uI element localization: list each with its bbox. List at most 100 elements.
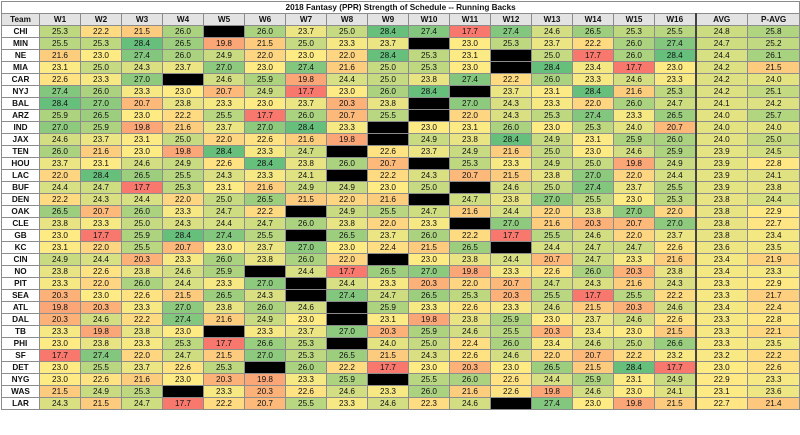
week-value-cell[interactable]: 23.0 (285, 313, 327, 326)
week-value-cell[interactable]: 25.0 (408, 181, 450, 194)
week-value-cell[interactable]: 22.6 (654, 313, 696, 326)
week-value-cell[interactable]: 23.3 (326, 121, 368, 134)
week-value-cell[interactable]: 22.2 (80, 25, 122, 38)
week-value-cell[interactable]: 27.0 (326, 325, 368, 338)
week-value-cell[interactable]: 20.3 (408, 277, 450, 290)
p-avg-cell[interactable]: 22.2 (746, 349, 800, 362)
week-value-cell[interactable]: 26.5 (531, 361, 573, 374)
week-value-cell[interactable]: 22.6 (244, 133, 286, 146)
week-value-cell[interactable]: 24.7 (80, 181, 122, 194)
week-value-cell[interactable]: 20.7 (80, 205, 122, 218)
week-value-cell[interactable]: 28.4 (162, 229, 204, 242)
week-value-cell[interactable]: 20.3 (613, 265, 655, 278)
week-value-cell[interactable]: 27.4 (490, 25, 532, 38)
week-value-cell[interactable]: 24.7 (449, 193, 491, 206)
week-value-cell[interactable]: 28.4 (367, 49, 409, 62)
week-value-cell[interactable]: 24.6 (326, 385, 368, 398)
avg-cell[interactable]: 22.7 (694, 397, 748, 410)
week-value-cell[interactable]: 20.7 (572, 349, 614, 362)
week-value-cell[interactable]: 19.8 (531, 385, 573, 398)
week-value-cell[interactable]: 22.0 (449, 277, 491, 290)
week-value-cell[interactable]: 17.7 (39, 349, 81, 362)
week-value-cell[interactable]: 23.0 (80, 49, 122, 62)
week-value-cell[interactable]: 20.7 (244, 397, 286, 410)
week-value-cell[interactable]: 24.6 (613, 313, 655, 326)
week-value-cell[interactable]: 23.1 (613, 373, 655, 386)
week-value-cell[interactable]: 23.3 (408, 301, 450, 314)
week-value-cell[interactable]: 17.7 (654, 361, 696, 374)
week-value-cell[interactable]: 24.6 (572, 337, 614, 350)
week-value-cell[interactable]: 21.5 (162, 289, 204, 302)
week-value-cell[interactable]: 23.3 (203, 97, 245, 110)
week-value-cell[interactable]: 27.0 (80, 97, 122, 110)
bye-week-cell[interactable] (285, 205, 327, 218)
team-cell[interactable]: SF (1, 349, 40, 362)
week-value-cell[interactable]: 20.3 (326, 97, 368, 110)
week-value-cell[interactable]: 22.2 (449, 229, 491, 242)
p-avg-cell[interactable]: 24.5 (746, 145, 800, 158)
avg-cell[interactable]: 23.8 (694, 229, 748, 242)
week-value-cell[interactable]: 24.3 (244, 289, 286, 302)
week-value-cell[interactable]: 27.4 (285, 61, 327, 74)
week-value-cell[interactable]: 21.6 (654, 253, 696, 266)
week-value-cell[interactable]: 21.6 (203, 313, 245, 326)
week-value-cell[interactable]: 24.7 (613, 241, 655, 254)
week-value-cell[interactable]: 24.7 (408, 205, 450, 218)
week-value-cell[interactable]: 22.0 (654, 205, 696, 218)
avg-cell[interactable]: 23.4 (694, 253, 748, 266)
week-value-cell[interactable]: 21.6 (449, 385, 491, 398)
week-value-cell[interactable]: 25.5 (490, 325, 532, 338)
p-avg-cell[interactable]: 22.9 (746, 277, 800, 290)
week-value-cell[interactable]: 24.6 (367, 397, 409, 410)
week-value-cell[interactable]: 23.1 (203, 181, 245, 194)
team-cell[interactable]: DET (1, 361, 40, 374)
week-value-cell[interactable]: 25.5 (613, 289, 655, 302)
week-value-cell[interactable]: 21.5 (80, 397, 122, 410)
week-value-cell[interactable]: 24.4 (654, 169, 696, 182)
week-value-cell[interactable]: 23.8 (121, 325, 163, 338)
week-value-cell[interactable]: 25.9 (572, 373, 614, 386)
week-value-cell[interactable]: 25.5 (367, 109, 409, 122)
week-value-cell[interactable]: 23.1 (449, 121, 491, 134)
week-value-cell[interactable]: 24.6 (613, 73, 655, 86)
week-value-cell[interactable]: 20.7 (121, 97, 163, 110)
week-value-cell[interactable]: 23.0 (285, 49, 327, 62)
week-value-cell[interactable]: 23.0 (531, 313, 573, 326)
avg-cell[interactable]: 23.3 (694, 325, 748, 338)
week-value-cell[interactable]: 25.3 (39, 25, 81, 38)
week-value-cell[interactable]: 24.9 (408, 133, 450, 146)
week-value-cell[interactable]: 24.3 (162, 217, 204, 230)
week-value-cell[interactable]: 26.6 (654, 337, 696, 350)
week-value-cell[interactable]: 25.5 (572, 193, 614, 206)
bye-week-cell[interactable] (367, 121, 409, 134)
week-value-cell[interactable]: 26.5 (408, 289, 450, 302)
week-value-cell[interactable]: 24.4 (326, 73, 368, 86)
p-avg-cell[interactable]: 24.2 (746, 97, 800, 110)
p-avg-cell[interactable]: 23.3 (746, 265, 800, 278)
week-value-cell[interactable]: 26.0 (285, 361, 327, 374)
week-value-cell[interactable]: 22.0 (203, 133, 245, 146)
week-value-cell[interactable]: 27.0 (285, 241, 327, 254)
team-cell[interactable]: LAC (1, 169, 40, 182)
column-header-avg[interactable]: AVG (694, 13, 748, 26)
week-value-cell[interactable]: 23.7 (367, 37, 409, 50)
column-header-w13[interactable]: W13 (531, 13, 573, 26)
week-value-cell[interactable]: 24.7 (572, 253, 614, 266)
bye-week-cell[interactable] (162, 385, 204, 398)
week-value-cell[interactable]: 19.8 (613, 397, 655, 410)
p-avg-cell[interactable]: 22.7 (746, 217, 800, 230)
week-value-cell[interactable]: 25.3 (490, 37, 532, 50)
p-avg-cell[interactable]: 22.8 (746, 157, 800, 170)
week-value-cell[interactable]: 22.0 (613, 169, 655, 182)
week-value-cell[interactable]: 26.0 (203, 253, 245, 266)
week-value-cell[interactable]: 23.0 (162, 373, 204, 386)
p-avg-cell[interactable]: 24.1 (746, 169, 800, 182)
week-value-cell[interactable]: 24.7 (531, 277, 573, 290)
bye-week-cell[interactable] (490, 241, 532, 254)
week-value-cell[interactable]: 23.3 (203, 277, 245, 290)
week-value-cell[interactable]: 24.9 (244, 313, 286, 326)
week-value-cell[interactable]: 28.4 (203, 145, 245, 158)
team-cell[interactable]: NO (1, 265, 40, 278)
week-value-cell[interactable]: 23.0 (162, 85, 204, 98)
week-value-cell[interactable]: 21.5 (367, 349, 409, 362)
